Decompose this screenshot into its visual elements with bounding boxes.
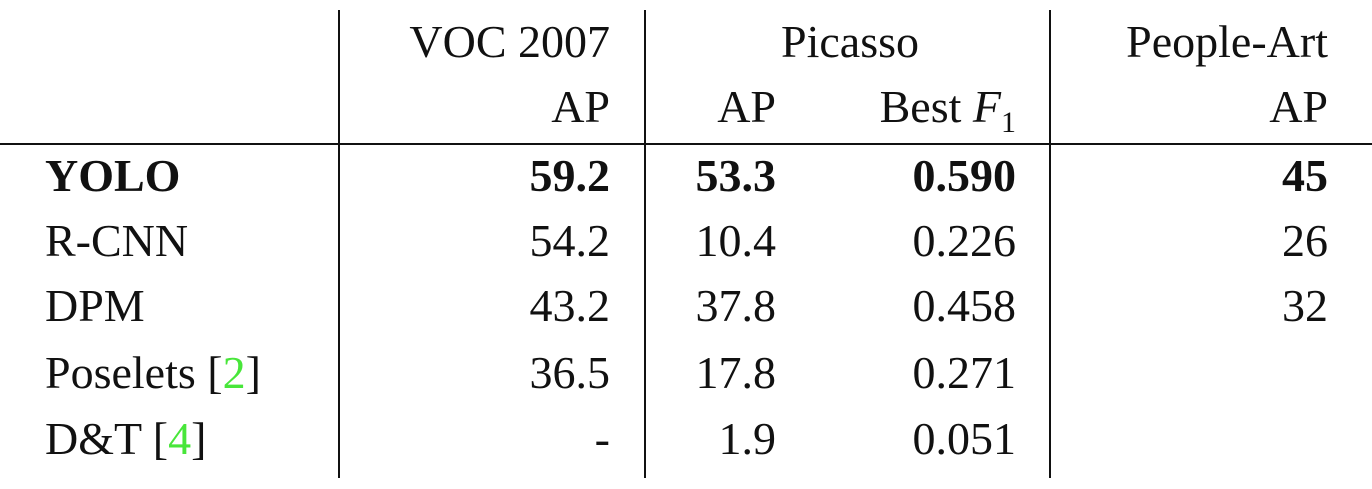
citation-open-bracket: [: [152, 413, 169, 464]
method-name: Poselets: [45, 347, 208, 398]
cell-people-art-ap: 26: [1282, 215, 1328, 266]
citation-close-bracket: ]: [245, 347, 261, 398]
header-best-label: Best: [879, 81, 973, 132]
cell-picasso-f1: 0.458: [912, 280, 1017, 331]
header-picasso: Picasso: [781, 16, 919, 67]
cell-method: D&T [4]: [45, 409, 206, 469]
cell-method: Poselets [2]: [45, 343, 261, 403]
cell-voc-ap: 36.5: [529, 347, 611, 398]
column-divider-picasso: [644, 10, 646, 478]
method-name: DPM: [45, 280, 145, 331]
header-voc-2007: VOC 2007: [409, 16, 610, 67]
header-people-art-ap: AP: [1269, 81, 1328, 132]
cell-voc-ap: -: [594, 413, 610, 464]
cell-picasso-f1: 0.051: [912, 413, 1017, 464]
cell-picasso-f1: 0.590: [912, 150, 1017, 201]
method-name: R-CNN: [45, 215, 189, 266]
header-people-art: People-Art: [1126, 16, 1328, 67]
cell-picasso-ap: 37.8: [695, 280, 777, 331]
cell-voc-ap: 59.2: [529, 150, 611, 201]
cell-method: YOLO: [45, 146, 180, 206]
header-picasso-best-f1: Best F1: [790, 77, 1016, 143]
cell-people-art-ap: 32: [1282, 280, 1328, 331]
cell-picasso-ap: 17.8: [695, 347, 777, 398]
cell-picasso-ap: 53.3: [695, 150, 777, 201]
header-f-subscript: 1: [1001, 106, 1016, 139]
cell-picasso-ap: 10.4: [695, 215, 777, 266]
method-name: D&T: [45, 413, 153, 464]
header-rule: [0, 143, 1372, 145]
column-divider-people-art: [1049, 10, 1051, 478]
citation-link[interactable]: 4: [168, 413, 192, 464]
citation-close-bracket: ]: [191, 413, 207, 464]
cell-method: DPM: [45, 276, 145, 336]
cell-picasso-f1: 0.271: [912, 347, 1017, 398]
column-divider-voc: [338, 10, 340, 478]
method-name: YOLO: [45, 150, 181, 201]
cell-voc-ap: 43.2: [529, 280, 611, 331]
header-picasso-ap: AP: [717, 81, 776, 132]
header-f-variable: F: [972, 81, 1001, 132]
cell-picasso-ap: 1.9: [718, 413, 777, 464]
header-voc-ap: AP: [551, 81, 610, 132]
cell-people-art-ap: 45: [1282, 150, 1328, 201]
citation-link[interactable]: 2: [222, 347, 246, 398]
cell-method: R-CNN: [45, 211, 188, 271]
cell-picasso-f1: 0.226: [912, 215, 1017, 266]
citation-open-bracket: [: [207, 347, 223, 398]
cell-voc-ap: 54.2: [529, 215, 611, 266]
